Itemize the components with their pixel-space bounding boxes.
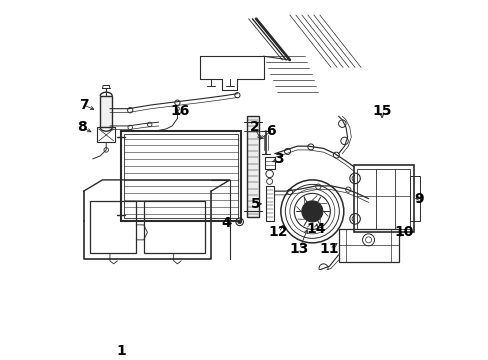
Circle shape: [301, 201, 322, 222]
Text: 15: 15: [371, 104, 391, 118]
Text: 1: 1: [116, 344, 126, 358]
Polygon shape: [246, 116, 259, 217]
Circle shape: [237, 220, 241, 224]
Text: 8: 8: [77, 121, 87, 134]
Circle shape: [305, 205, 318, 217]
Text: 13: 13: [289, 242, 308, 256]
Text: 9: 9: [414, 192, 424, 206]
Text: 3: 3: [273, 152, 283, 166]
Circle shape: [309, 208, 315, 214]
Text: 10: 10: [394, 225, 413, 239]
Text: 6: 6: [266, 124, 275, 138]
Text: 12: 12: [268, 225, 288, 239]
Text: 11: 11: [319, 242, 339, 256]
Polygon shape: [100, 96, 112, 127]
Text: 4: 4: [221, 216, 230, 230]
Text: 2: 2: [249, 121, 259, 134]
Text: 7: 7: [79, 98, 88, 112]
Text: 14: 14: [305, 222, 325, 235]
Text: 16: 16: [170, 104, 189, 118]
Text: 5: 5: [251, 197, 261, 211]
